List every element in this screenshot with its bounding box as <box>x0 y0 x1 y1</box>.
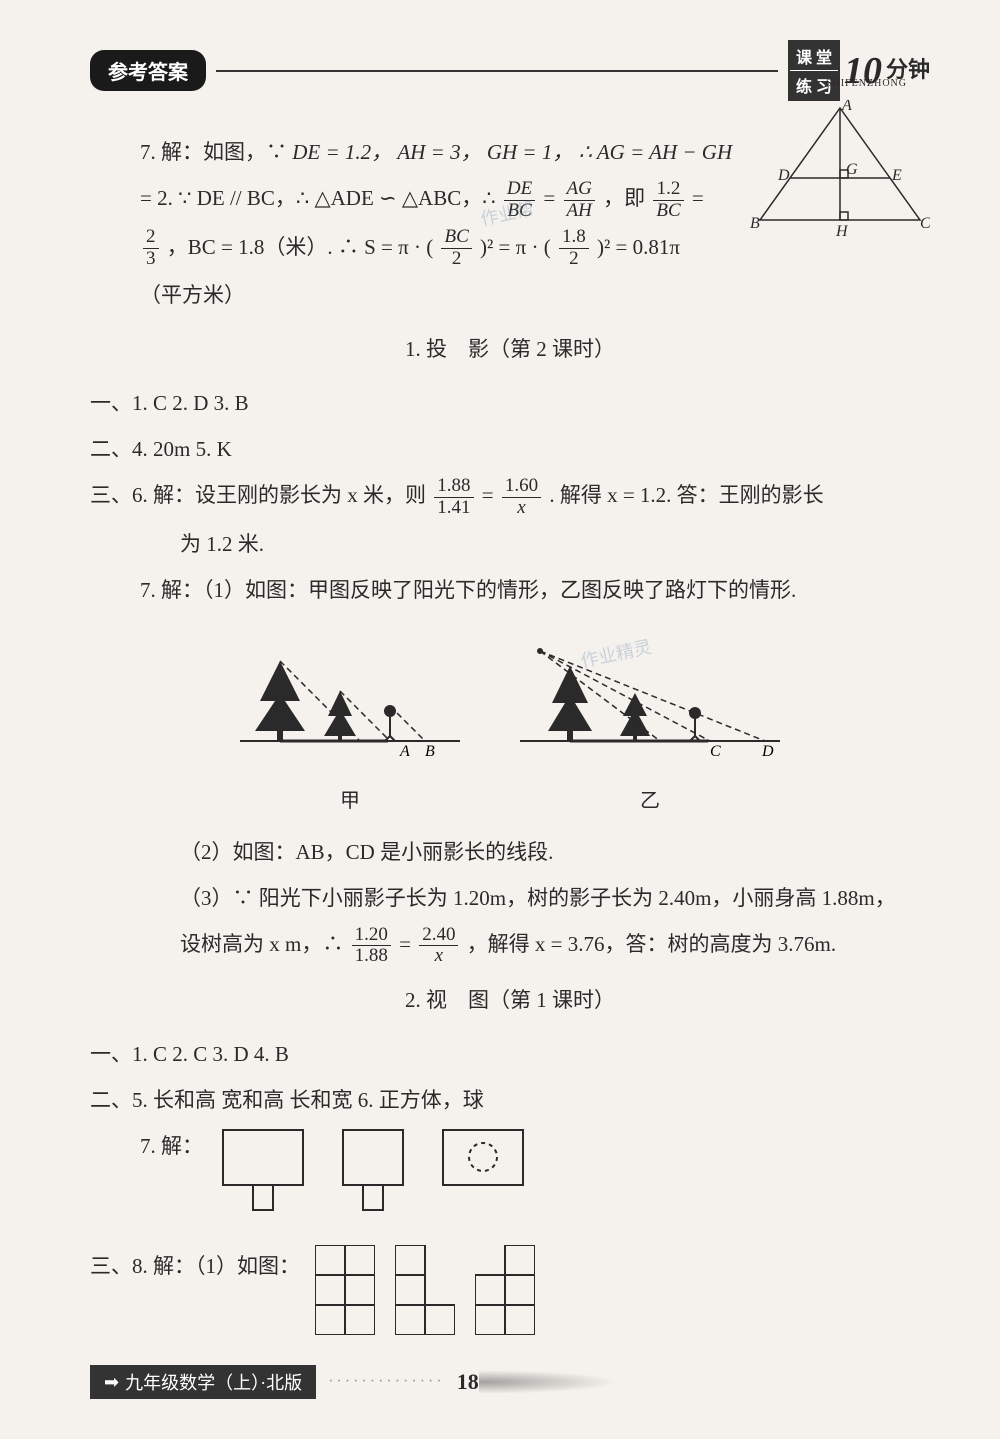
footer: ➡ 九年级数学（上）·北版 ·············· 18 <box>90 1365 930 1399</box>
svg-text:H: H <box>835 223 849 240</box>
footer-badge: ➡ 九年级数学（上）·北版 <box>90 1365 316 1399</box>
svg-text:C: C <box>710 743 721 760</box>
grid-shapes <box>315 1245 535 1335</box>
page-number: 18 <box>457 1369 479 1395</box>
s2-r1: 一、1. C 2. C 3. D 4. B <box>90 1033 930 1075</box>
footer-dots: ·············· <box>328 1373 445 1391</box>
svg-text:A: A <box>841 100 852 114</box>
top-view <box>438 1125 528 1195</box>
svg-text:E: E <box>891 167 902 184</box>
content: 7. 解：如图，∵ DE = 1.2， AH = 3， GH = 1， ∴ AG… <box>90 131 930 1335</box>
svg-text:G: G <box>846 161 858 178</box>
s1-r2: 二、4. 20m 5. K <box>90 428 930 470</box>
svg-text:D: D <box>777 167 790 184</box>
figure-row: A B 甲 <box>90 631 930 821</box>
smudge-icon <box>479 1370 619 1394</box>
q7-unit: （平方米） <box>90 274 930 316</box>
grid-L <box>395 1245 455 1335</box>
s1-r6b: 设树高为 x m，∴ 1.201.88 = 2.40x ，解得 x = 3.76… <box>90 923 930 968</box>
svg-text:B: B <box>750 215 760 232</box>
grid-2x3 <box>315 1245 375 1335</box>
figure-jia: A B 甲 <box>230 631 470 821</box>
s1-r4: 7. 解：（1）如图：甲图反映了阳光下的情形，乙图反映了路灯下的情形. <box>90 569 930 611</box>
section2-title: 2. 视 图（第 1 课时） <box>90 979 930 1021</box>
right-badge: 课 堂 练 习 10 分钟 SHIFENZHONG <box>788 40 930 101</box>
side-view <box>338 1125 408 1215</box>
svg-text:B: B <box>425 743 435 760</box>
three-views <box>218 1125 528 1215</box>
front-view <box>218 1125 308 1215</box>
svg-text:A: A <box>399 743 410 760</box>
s1-r6a: （3）∵ 阳光下小丽影子长为 1.20m，树的影子长为 2.40m，小丽身高 1… <box>90 877 930 919</box>
footer-text: 九年级数学（上）·北版 <box>125 1369 302 1395</box>
figure-yi: C D 乙 <box>510 631 790 821</box>
grid-step <box>475 1245 535 1335</box>
header-rule <box>216 70 778 72</box>
left-badge: 参考答案 <box>90 50 206 91</box>
s1-r1: 一、1. C 2. D 3. B <box>90 382 930 424</box>
s2-r2: 二、5. 长和高 宽和高 长和宽 6. 正方体，球 <box>90 1079 930 1121</box>
header: 参考答案 课 堂 练 习 10 分钟 SHIFENZHONG <box>90 40 930 101</box>
s2-r3: 7. 解： <box>90 1125 930 1215</box>
s1-r5: （2）如图：AB，CD 是小丽影长的线段. <box>90 831 930 873</box>
s1-r3: 三、6. 解：设王刚的影长为 x 米，则 1.881.41 = 1.60x . … <box>90 474 930 519</box>
triangle-figure: A B C D E G H <box>750 100 930 240</box>
s2-r4: 三、8. 解：（1）如图： <box>90 1245 930 1335</box>
s1-r3c: 为 1.2 米. <box>90 523 930 565</box>
arrow-icon: ➡ <box>104 1372 119 1393</box>
svg-text:D: D <box>761 743 774 760</box>
right-box: 课 堂 练 习 <box>788 40 840 101</box>
section1-title: 1. 投 影（第 2 课时） <box>90 328 930 370</box>
svg-text:C: C <box>920 215 930 232</box>
